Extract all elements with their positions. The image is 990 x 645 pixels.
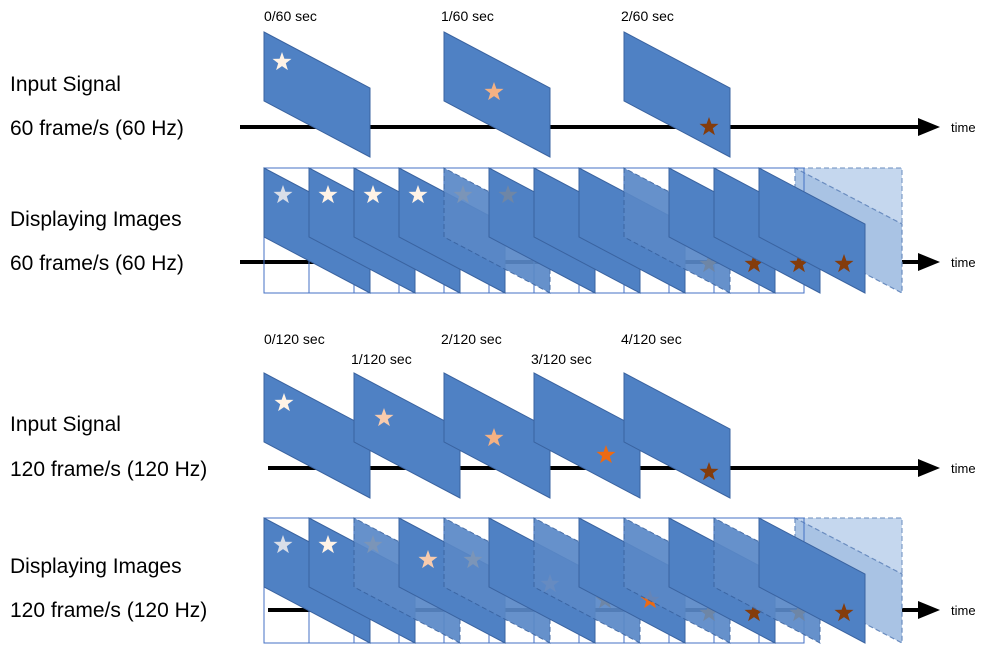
star-icon (408, 185, 428, 204)
star-icon (273, 535, 293, 554)
input-frame (263, 31, 371, 158)
time-label: time (951, 461, 976, 476)
star-icon (699, 117, 719, 136)
input-rate: 120 frame/s (120 Hz) (10, 458, 207, 481)
star-icon (272, 52, 292, 71)
frame-time-label: 1/120 sec (351, 351, 412, 367)
star-icon (274, 393, 294, 412)
display-rate: 60 frame/s (60 Hz) (10, 252, 184, 275)
star-icon (789, 254, 809, 273)
star-icon (418, 550, 438, 569)
input-frame (443, 31, 551, 158)
star-icon (484, 82, 504, 101)
input-frame (353, 372, 461, 499)
display-row-60hz: Displaying Images 60 frame/s (60 Hz) tim… (10, 167, 976, 294)
star-icon (273, 185, 293, 204)
star-icon (318, 185, 338, 204)
input-frame (623, 31, 731, 158)
star-icon (318, 535, 338, 554)
input-row-60hz: Input Signal 60 frame/s (60 Hz) time 0/6… (10, 8, 976, 158)
input-row-120hz: Input Signal 120 frame/s (120 Hz) time 0… (10, 331, 976, 499)
star-icon (699, 462, 719, 481)
time-label: time (951, 603, 976, 618)
time-label: time (951, 255, 976, 270)
star-icon (484, 428, 504, 447)
frame-time-label: 1/60 sec (441, 8, 494, 24)
display-frames (263, 167, 866, 294)
display-title: Displaying Images (10, 208, 182, 231)
input-title: Input Signal (10, 413, 121, 436)
star-icon (789, 603, 809, 622)
star-icon (363, 185, 383, 204)
section-60hz: Input Signal 60 frame/s (60 Hz) time 0/6… (10, 8, 976, 294)
star-icon (498, 185, 518, 204)
input-title: Input Signal (10, 73, 121, 96)
display-frames (263, 517, 866, 644)
star-icon (363, 535, 383, 554)
frame-time-label: 3/120 sec (531, 351, 592, 367)
frame-time-label: 0/120 sec (264, 331, 325, 347)
star-icon (834, 603, 854, 622)
star-icon (699, 603, 719, 622)
star-icon (744, 603, 764, 622)
input-frame (623, 372, 731, 499)
frame-time-label: 4/120 sec (621, 331, 682, 347)
display-row-120hz: Displaying Images 120 frame/s (120 Hz) t… (10, 517, 976, 644)
input-frame (533, 372, 641, 499)
star-icon (596, 445, 616, 464)
display-rate: 120 frame/s (120 Hz) (10, 599, 207, 622)
star-icon (463, 550, 483, 569)
input-frame (263, 372, 371, 499)
star-icon (699, 254, 719, 273)
frame-time-label: 0/60 sec (264, 8, 317, 24)
display-frame (758, 167, 866, 294)
star-icon (744, 254, 764, 273)
star-icon (834, 254, 854, 273)
time-label: time (951, 120, 976, 135)
input-frame (443, 372, 551, 499)
display-frame (758, 517, 866, 644)
frame-time-label: 2/60 sec (621, 8, 674, 24)
star-icon (453, 185, 473, 204)
star-icon (374, 408, 394, 427)
frame-time-label: 2/120 sec (441, 331, 502, 347)
display-title: Displaying Images (10, 555, 182, 578)
input-rate: 60 frame/s (60 Hz) (10, 117, 184, 140)
section-120hz: Input Signal 120 frame/s (120 Hz) time 0… (10, 331, 976, 644)
